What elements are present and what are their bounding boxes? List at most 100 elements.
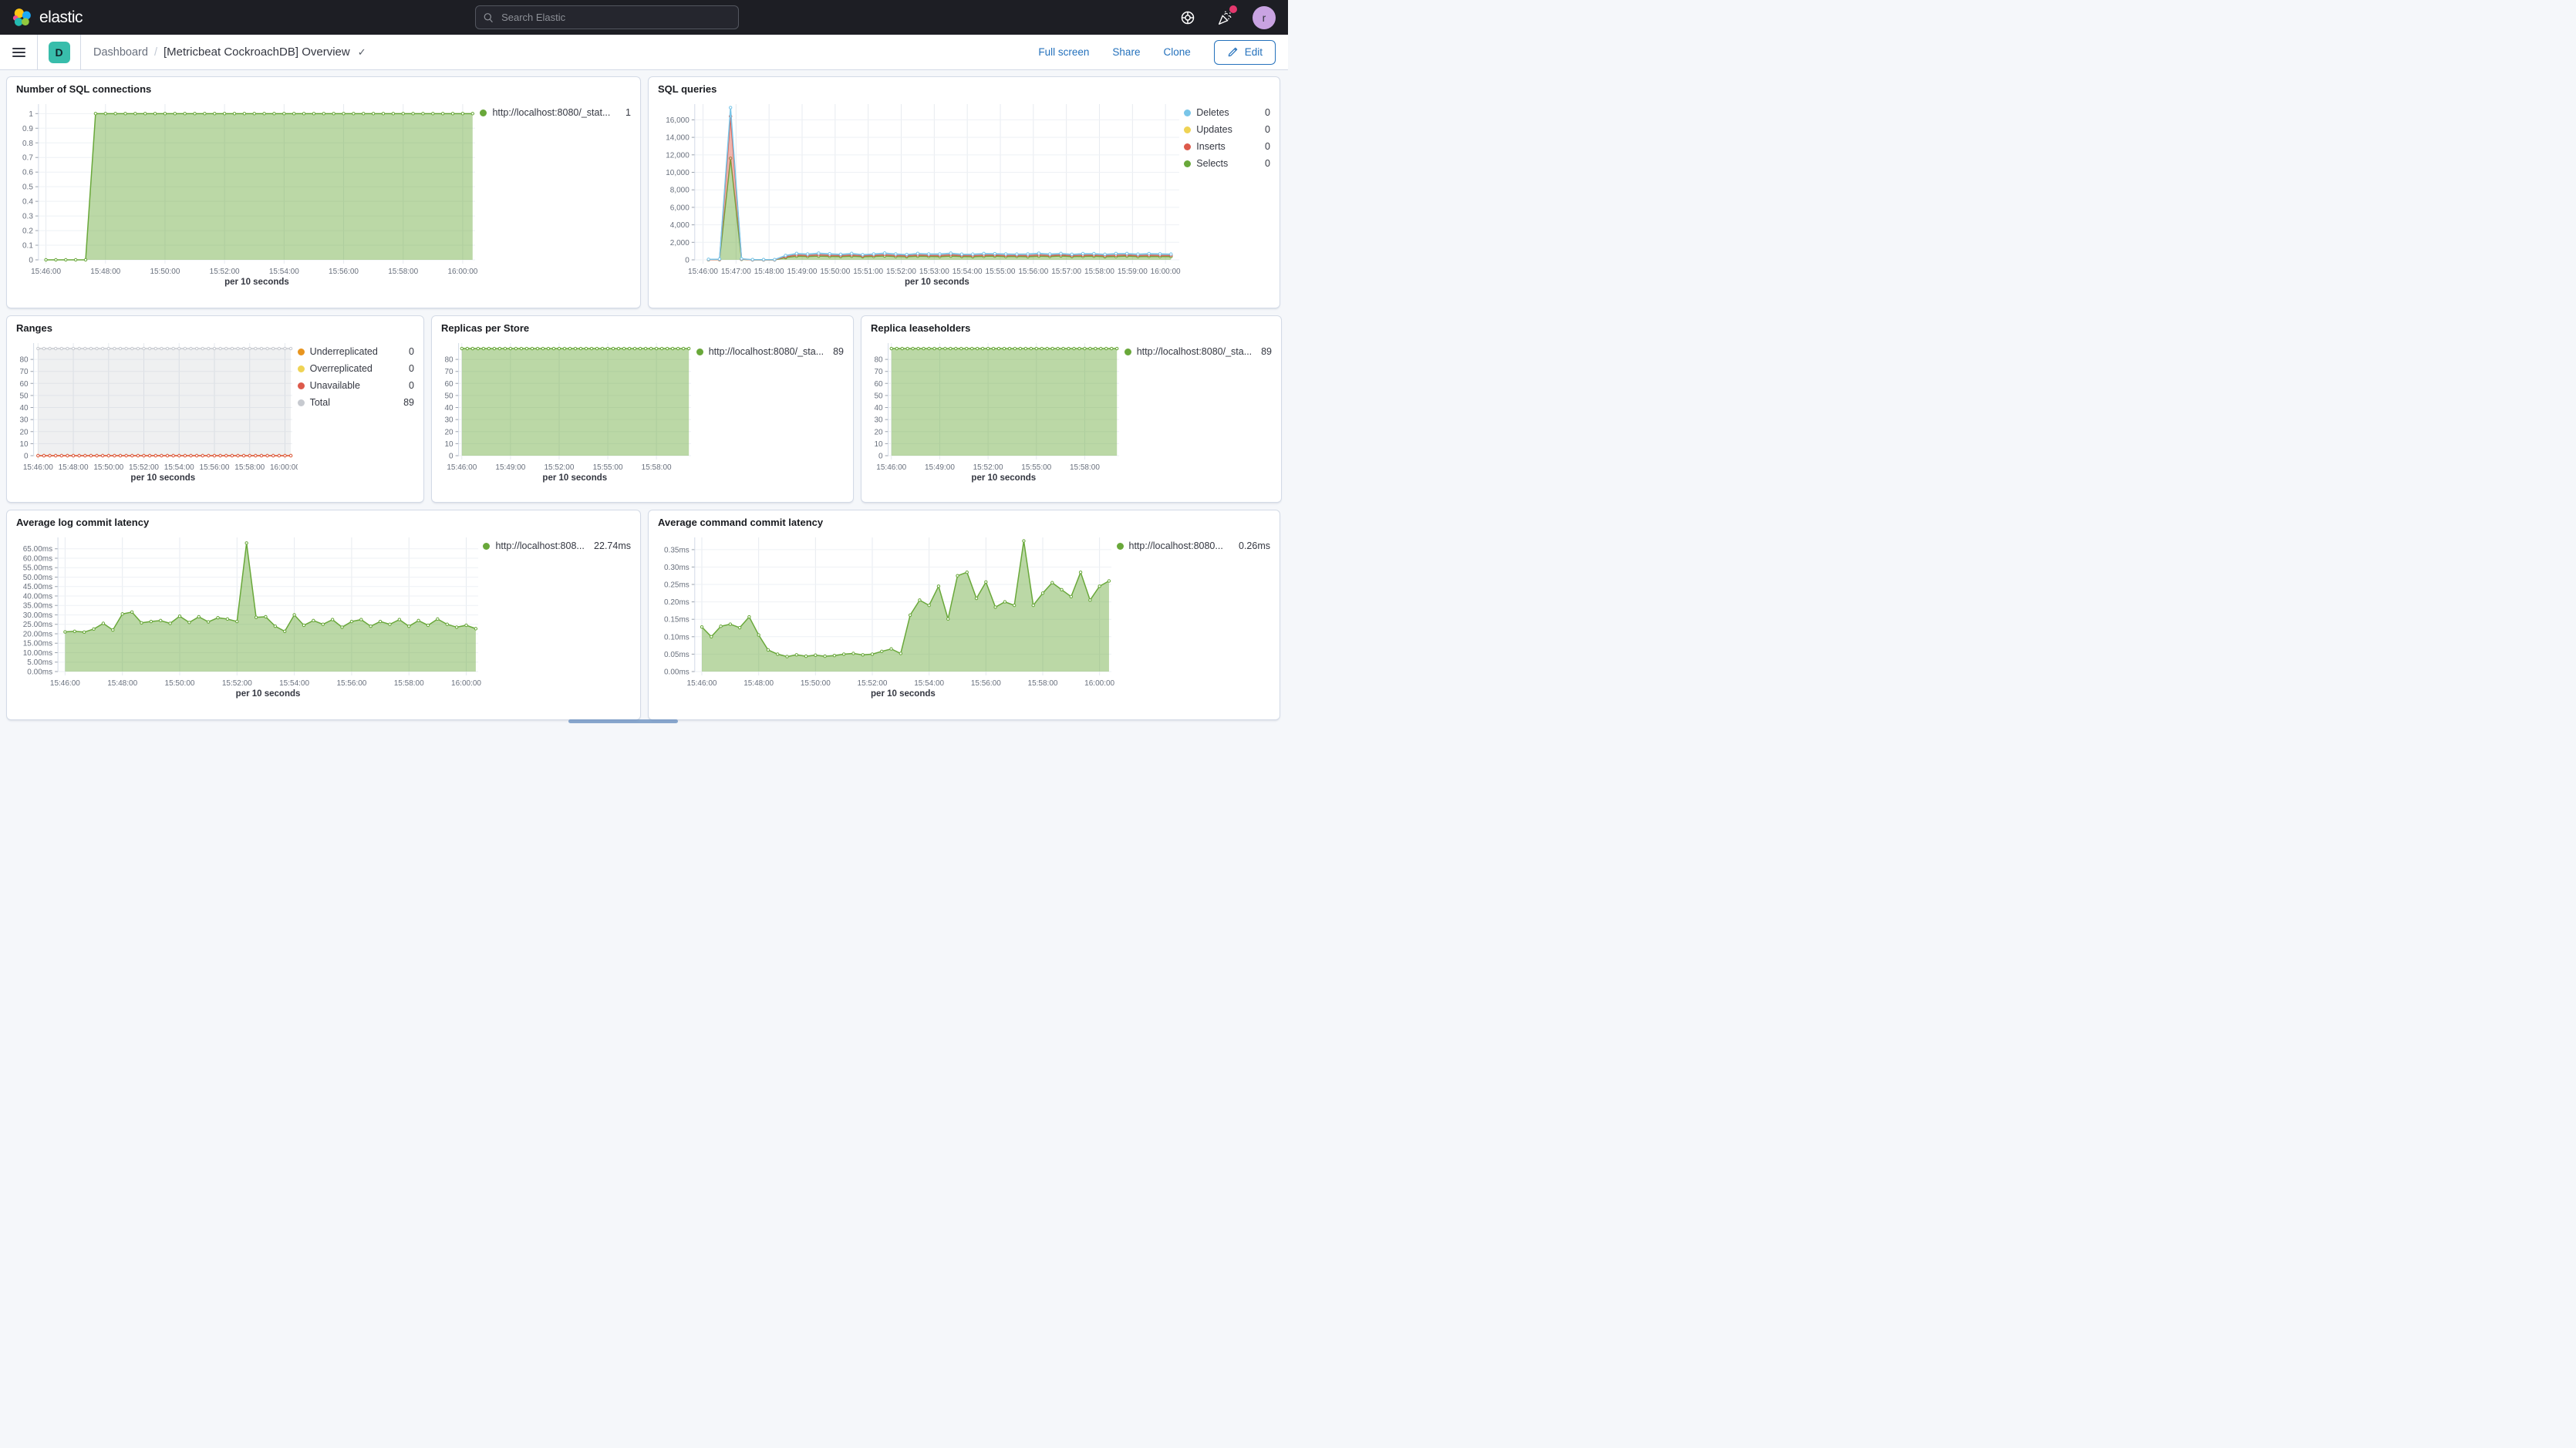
svg-text:per 10 seconds: per 10 seconds xyxy=(871,689,936,699)
clone-button[interactable]: Clone xyxy=(1163,46,1191,58)
legend-label: http://localhost:8080... xyxy=(1128,540,1223,551)
legend-item[interactable]: http://localhost:8080/_sta... 89 xyxy=(696,346,844,357)
help-button[interactable] xyxy=(1178,8,1197,27)
svg-text:0: 0 xyxy=(29,257,33,265)
svg-text:0: 0 xyxy=(449,453,453,461)
notification-dot xyxy=(1229,5,1237,13)
legend-item[interactable]: Inserts 0 xyxy=(1184,141,1270,152)
svg-text:30: 30 xyxy=(444,416,453,425)
svg-text:15:52:00: 15:52:00 xyxy=(545,463,575,472)
replica-leaseholders-chart[interactable]: 15:46:00 15:49:00 15:52:00 15:55:00 15:58:00… xyxy=(871,335,1124,487)
svg-text:15:58:00: 15:58:00 xyxy=(388,268,418,276)
horizontal-scrollbar-thumb[interactable] xyxy=(568,719,678,723)
replicas-per-store-chart[interactable]: 15:46:00 15:49:00 15:52:00 15:55:00 15:58:00… xyxy=(441,335,696,487)
legend-item[interactable]: Underreplicated 0 xyxy=(297,346,414,357)
svg-text:15:58:00: 15:58:00 xyxy=(394,679,424,688)
breadcrumb-dashboard-link[interactable]: Dashboard xyxy=(93,45,148,59)
news-feed-button[interactable] xyxy=(1216,5,1237,27)
svg-text:0.4: 0.4 xyxy=(22,198,33,207)
legend-swatch xyxy=(1184,126,1192,133)
legend-item[interactable]: Overreplicated 0 xyxy=(297,363,414,374)
legend-item[interactable]: http://localhost:8080/_sta... 89 xyxy=(1124,346,1272,357)
panel-title: Ranges xyxy=(16,322,52,334)
svg-text:15:52:00: 15:52:00 xyxy=(210,268,240,276)
legend-value: 0 xyxy=(409,346,414,357)
full-screen-button[interactable]: Full screen xyxy=(1038,46,1090,58)
legend-label: http://localhost:8080/_stat... xyxy=(492,107,611,118)
legend-swatch xyxy=(696,348,703,355)
svg-text:0.1: 0.1 xyxy=(22,242,33,251)
panel-sql-queries: SQL queries 15:46:00 15:47:00 15:48:00 15:4… xyxy=(648,76,1280,308)
app-header: elastic xyxy=(0,0,1288,35)
svg-text:0.2: 0.2 xyxy=(22,227,33,236)
sql-queries-chart[interactable]: 15:46:00 15:47:00 15:48:00 15:49:00 15:50:00… xyxy=(658,96,1184,291)
legend-label: Inserts xyxy=(1196,141,1226,152)
command-commit-latency-chart[interactable]: 15:46:00 15:48:00 15:50:00 15:52:00 15:54:00… xyxy=(658,530,1117,702)
chart-legend: http://localhost:8080/_sta... 89 xyxy=(1124,346,1272,363)
svg-text:50.00ms: 50.00ms xyxy=(23,574,52,582)
svg-text:80: 80 xyxy=(874,356,883,365)
legend-item[interactable]: Updates 0 xyxy=(1184,124,1270,135)
chart-legend: http://localhost:8080... 0.26ms xyxy=(1116,540,1270,557)
legend-swatch xyxy=(1116,542,1124,550)
svg-text:1: 1 xyxy=(29,110,33,119)
svg-text:16:00:00: 16:00:00 xyxy=(447,268,477,276)
legend-swatch xyxy=(1184,160,1192,167)
legend-swatch xyxy=(1184,109,1192,116)
legend-value: 0.26ms xyxy=(1239,540,1270,551)
party-popper-icon xyxy=(1218,10,1232,25)
svg-text:30.00ms: 30.00ms xyxy=(23,611,52,620)
search-input[interactable] xyxy=(500,11,730,24)
legend-swatch xyxy=(480,109,487,116)
elastic-logo[interactable]: elastic xyxy=(12,8,83,28)
legend-swatch xyxy=(1124,348,1131,355)
svg-text:0.35ms: 0.35ms xyxy=(664,546,690,554)
svg-text:15:56:00: 15:56:00 xyxy=(336,679,366,688)
legend-item[interactable]: Unavailable 0 xyxy=(297,380,414,391)
page-title: [Metricbeat CockroachDB] Overview xyxy=(163,45,350,59)
legend-item[interactable]: Total 89 xyxy=(297,397,414,408)
chart-legend: Underreplicated 0 Overreplicated 0 Unavailab… xyxy=(297,346,414,414)
panel-average-command-commit-latency: Average command commit latency 15:46:00 1… xyxy=(648,510,1280,720)
svg-text:0.9: 0.9 xyxy=(22,125,33,133)
legend-item[interactable]: http://localhost:808... 22.74ms xyxy=(483,540,631,551)
svg-text:per 10 seconds: per 10 seconds xyxy=(130,473,195,483)
panel-title: Number of SQL connections xyxy=(16,83,152,95)
svg-text:40.00ms: 40.00ms xyxy=(23,592,52,601)
panel-title: Average command commit latency xyxy=(658,517,824,528)
edit-button-label: Edit xyxy=(1244,46,1263,58)
svg-text:15:55:00: 15:55:00 xyxy=(1021,463,1051,472)
panel-title: Replicas per Store xyxy=(441,322,530,334)
legend-swatch xyxy=(297,399,305,406)
svg-text:15:58:00: 15:58:00 xyxy=(234,463,265,472)
svg-text:15:52:00: 15:52:00 xyxy=(129,463,159,472)
main-menu-button[interactable] xyxy=(0,35,38,69)
svg-text:2,000: 2,000 xyxy=(670,239,690,248)
svg-text:16:00:00: 16:00:00 xyxy=(270,463,298,472)
svg-text:15:47:00: 15:47:00 xyxy=(721,268,751,276)
svg-text:per 10 seconds: per 10 seconds xyxy=(224,278,289,287)
legend-item[interactable]: http://localhost:8080... 0.26ms xyxy=(1116,540,1270,551)
svg-text:15:52:00: 15:52:00 xyxy=(858,679,888,688)
svg-text:0.10ms: 0.10ms xyxy=(664,633,690,641)
legend-value: 89 xyxy=(1261,346,1272,357)
legend-item[interactable]: http://localhost:8080/_stat... 1 xyxy=(480,107,631,118)
svg-text:15:46:00: 15:46:00 xyxy=(688,268,718,276)
svg-text:per 10 seconds: per 10 seconds xyxy=(905,278,969,287)
ranges-chart[interactable]: 15:46:00 15:48:00 15:50:00 15:52:00 15:54:00… xyxy=(16,335,298,487)
legend-swatch xyxy=(483,542,491,550)
svg-text:15:46:00: 15:46:00 xyxy=(23,463,53,472)
share-button[interactable]: Share xyxy=(1112,46,1141,58)
legend-value: 0 xyxy=(1265,158,1270,169)
legend-item[interactable]: Deletes 0 xyxy=(1184,107,1270,118)
legend-item[interactable]: Selects 0 xyxy=(1184,158,1270,169)
svg-text:0: 0 xyxy=(685,257,690,265)
legend-label: http://localhost:8080/_sta... xyxy=(708,346,824,357)
log-commit-latency-chart[interactable]: 15:46:00 15:48:00 15:50:00 15:52:00 15:54:00… xyxy=(16,530,483,702)
edit-button[interactable]: Edit xyxy=(1213,39,1276,65)
user-avatar[interactable]: r xyxy=(1253,5,1276,29)
legend-value: 0 xyxy=(409,380,414,391)
sql-connections-chart[interactable]: 15:46:00 15:48:00 15:50:00 15:52:00 15:54:00… xyxy=(16,96,480,291)
legend-label: Total xyxy=(309,397,330,408)
title-menu-icon[interactable]: ✓ xyxy=(357,45,366,58)
